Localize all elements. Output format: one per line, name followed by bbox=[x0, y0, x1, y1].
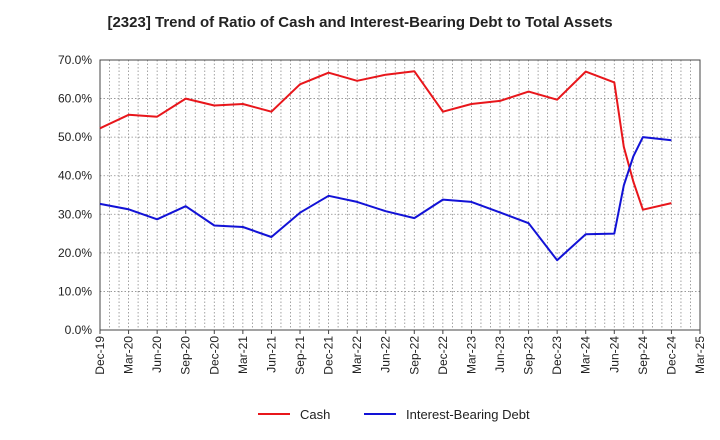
x-tick-label: Jun-20 bbox=[150, 336, 164, 373]
series-lines bbox=[99, 70, 672, 262]
x-tick-label: Jun-24 bbox=[607, 336, 621, 373]
series-line-cash bbox=[99, 70, 672, 211]
x-tick-label: Mar-22 bbox=[350, 336, 364, 374]
legend-label-cash: Cash bbox=[300, 407, 330, 422]
x-tick-label: Jun-21 bbox=[264, 336, 278, 373]
y-tick-label: 50.0% bbox=[58, 130, 92, 144]
y-tick-label: 10.0% bbox=[58, 284, 92, 298]
x-tick-label: Dec-22 bbox=[436, 336, 450, 375]
x-tick-label: Mar-24 bbox=[579, 336, 593, 374]
x-tick-label: Mar-21 bbox=[236, 336, 250, 374]
x-tick-label: Jun-23 bbox=[493, 336, 507, 373]
series-line-interest-bearing-debt bbox=[99, 136, 672, 262]
x-tick-label: Sep-20 bbox=[179, 336, 193, 375]
x-tick-label: Dec-23 bbox=[550, 336, 564, 375]
plot-border bbox=[99, 59, 701, 331]
y-tick-label: 30.0% bbox=[58, 207, 92, 221]
x-tick-label: Sep-23 bbox=[522, 336, 536, 375]
axes: 0.0% 10.0% 20.0% 30.0% 40.0% 50.0% 60.0% 70.0% D… bbox=[58, 53, 707, 375]
plot-area bbox=[100, 60, 700, 330]
y-tick-label: 70.0% bbox=[58, 53, 92, 67]
y-tick-label: 20.0% bbox=[58, 246, 92, 260]
x-tick-label: Mar-20 bbox=[122, 336, 136, 374]
x-tick-label: Sep-24 bbox=[636, 336, 650, 375]
x-tick-label: Jun-22 bbox=[379, 336, 393, 373]
x-tick-label: Dec-24 bbox=[664, 336, 678, 375]
x-tick-label: Dec-21 bbox=[322, 336, 336, 375]
x-tick-label: Mar-25 bbox=[693, 336, 707, 374]
x-tick-label: Dec-20 bbox=[207, 336, 221, 375]
chart-title: [2323] Trend of Ratio of Cash and Intere… bbox=[107, 14, 613, 31]
x-tick-label: Sep-21 bbox=[293, 336, 307, 375]
x-tick-label: Dec-19 bbox=[93, 336, 107, 375]
legend-label-interest-bearing-debt: Interest-Bearing Debt bbox=[406, 407, 530, 422]
y-tick-label: 0.0% bbox=[65, 323, 93, 337]
x-tick-label: Sep-22 bbox=[407, 336, 421, 375]
y-tick-label: 60.0% bbox=[58, 92, 92, 106]
legend: Cash Interest-Bearing Debt bbox=[258, 407, 530, 422]
y-tick-label: 40.0% bbox=[58, 169, 92, 183]
grid bbox=[100, 60, 700, 330]
x-tick-label: Mar-23 bbox=[464, 336, 478, 374]
